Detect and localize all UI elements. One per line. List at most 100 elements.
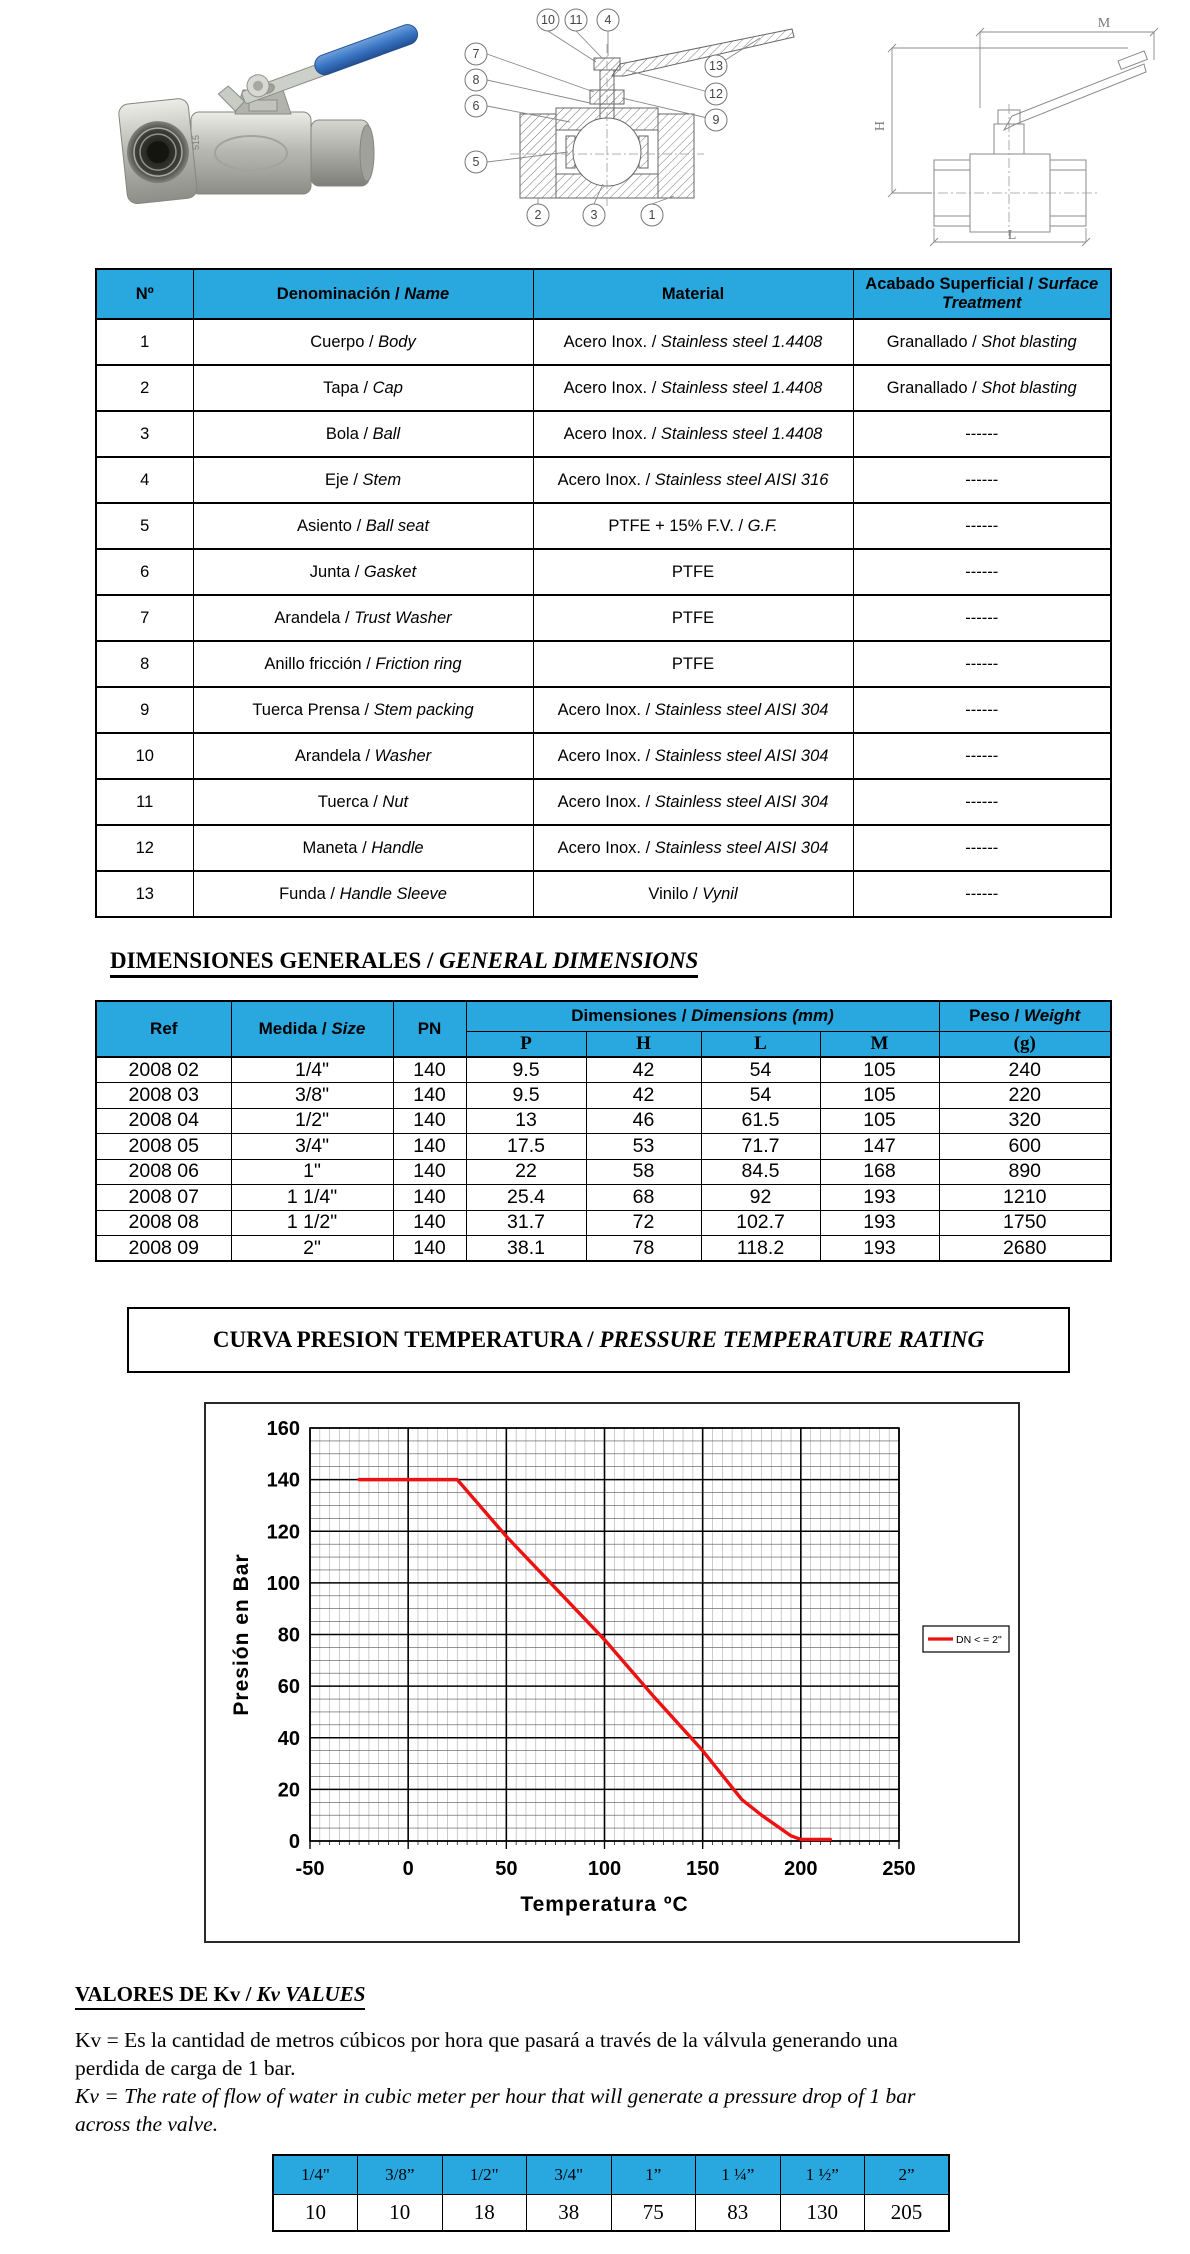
weight-cell: 220 bbox=[938, 1082, 1112, 1109]
table-row: 3 Bola / Ball Acero Inox. / Stainless st… bbox=[95, 410, 1112, 458]
col-header-num: Nº bbox=[95, 268, 194, 320]
callout-1: 1 bbox=[649, 208, 656, 222]
kv-value-cell: 205 bbox=[864, 2193, 950, 2232]
x-tick-label: 250 bbox=[882, 1858, 915, 1880]
x-tick-label: 100 bbox=[588, 1858, 621, 1880]
table-row: 2008 04 1/2" 140 13 46 61.5 105 320 bbox=[95, 1107, 1112, 1134]
part-number: 7 bbox=[95, 594, 194, 642]
weight-cell: 2680 bbox=[938, 1235, 1112, 1262]
kv-size-header: 2” bbox=[864, 2154, 950, 2195]
kv-size-header: 1/2" bbox=[441, 2154, 527, 2195]
y-tick-label: 60 bbox=[278, 1676, 300, 1698]
part-material: Vinilo / Vynil bbox=[532, 870, 854, 918]
kv-description: Kv = Es la cantidad de metros cúbicos po… bbox=[75, 2026, 1135, 2138]
dims-header-row-2: P H L M (g) bbox=[96, 1030, 1112, 1058]
ref-cell: 2008 08 bbox=[95, 1209, 232, 1236]
h-cell: 46 bbox=[585, 1107, 702, 1134]
size-cell: 1/4" bbox=[230, 1056, 394, 1083]
callout-2: 2 bbox=[535, 208, 542, 222]
kv-values-heading: VALORES DE Kv / Kv VALUES bbox=[75, 1982, 366, 2010]
p-cell: 17.5 bbox=[465, 1133, 587, 1160]
part-material: Acero Inox. / Stainless steel 1.4408 bbox=[532, 410, 854, 458]
dim-label-m: M bbox=[1098, 16, 1111, 31]
x-tick-label: 150 bbox=[686, 1858, 719, 1880]
table-row: 2008 08 1 1/2" 140 31.7 72 102.7 193 175… bbox=[95, 1209, 1112, 1236]
callout-13: 13 bbox=[709, 59, 723, 73]
table-row: 4 Eje / Stem Acero Inox. / Stainless ste… bbox=[95, 456, 1112, 504]
table-row: 2008 09 2" 140 38.1 78 118.2 193 2680 bbox=[95, 1235, 1112, 1262]
m-cell: 105 bbox=[819, 1082, 940, 1109]
part-material: Acero Inox. / Stainless steel AISI 304 bbox=[532, 686, 854, 734]
l-cell: 102.7 bbox=[700, 1209, 821, 1236]
y-tick-label: 160 bbox=[267, 1418, 300, 1440]
part-number: 11 bbox=[95, 778, 194, 826]
kv-value-cell: 75 bbox=[610, 2193, 696, 2232]
ref-cell: 2008 02 bbox=[95, 1056, 232, 1083]
part-name: Eje / Stem bbox=[192, 456, 534, 504]
parts-header-row: Nº Denominación / Name Material Acabado … bbox=[95, 268, 1112, 320]
kv-values-row: 10 10 18 38 75 83 130 205 bbox=[272, 2193, 950, 2232]
chart-title: CURVA PRESION TEMPERATURA / PRESSURE TEM… bbox=[212, 1327, 985, 1352]
ref-cell: 2008 03 bbox=[95, 1082, 232, 1109]
pn-cell: 140 bbox=[392, 1056, 467, 1083]
table-row: 2008 05 3/4" 140 17.5 53 71.7 147 600 bbox=[95, 1133, 1112, 1160]
dimensions-heading: DIMENSIONES GENERALES / GENERAL DIMENSIO… bbox=[110, 948, 699, 978]
x-tick-label: 200 bbox=[784, 1858, 817, 1880]
ref-cell: 2008 05 bbox=[95, 1133, 232, 1160]
part-name: Cuerpo / Body bbox=[192, 318, 534, 366]
kv-size-header: 1 ½” bbox=[779, 2154, 865, 2195]
y-tick-label: 80 bbox=[278, 1625, 300, 1647]
part-name: Bola / Ball bbox=[192, 410, 534, 458]
y-tick-label: 40 bbox=[278, 1728, 300, 1750]
p-cell: 9.5 bbox=[465, 1082, 587, 1109]
dimensions-table: Ref Medida / Size PN Dimensiones / Dimen… bbox=[95, 1000, 1112, 1262]
part-name: Anillo fricción / Friction ring bbox=[192, 640, 534, 688]
kv-value-cell: 18 bbox=[441, 2193, 527, 2232]
col-header-size: Medida / Size bbox=[230, 1000, 394, 1058]
callout-6: 6 bbox=[473, 99, 480, 113]
part-number: 6 bbox=[95, 548, 194, 596]
chart-title-box: CURVA PRESION TEMPERATURA / PRESSURE TEM… bbox=[127, 1307, 1070, 1373]
col-header-weight-unit: (g) bbox=[938, 1030, 1112, 1058]
pressure-temperature-curve bbox=[357, 1477, 832, 1842]
y-tick-label: 0 bbox=[289, 1831, 300, 1853]
dim-label-l: L bbox=[1008, 228, 1017, 243]
kv-value-cell: 10 bbox=[272, 2193, 358, 2232]
kv-value-cell: 10 bbox=[357, 2193, 443, 2232]
weight-cell: 320 bbox=[938, 1107, 1112, 1134]
h-cell: 42 bbox=[585, 1056, 702, 1083]
h-cell: 53 bbox=[585, 1133, 702, 1160]
h-cell: 68 bbox=[585, 1184, 702, 1211]
kv-value-cell: 130 bbox=[779, 2193, 865, 2232]
pressure-temperature-chart: -50 0 50 100 150 200 250 0 20 40 60 80 100 120 140 160 T… bbox=[204, 1402, 1020, 1943]
part-number: 9 bbox=[95, 686, 194, 734]
y-tick-label: 120 bbox=[267, 1521, 300, 1543]
h-cell: 58 bbox=[585, 1158, 702, 1185]
valve-body: 515 bbox=[118, 89, 375, 205]
table-row: 9 Tuerca Prensa / Stem packing Acero Ino… bbox=[95, 686, 1112, 734]
m-cell: 105 bbox=[819, 1056, 940, 1083]
part-number: 10 bbox=[95, 732, 194, 780]
m-cell: 168 bbox=[819, 1158, 940, 1185]
pn-cell: 140 bbox=[392, 1184, 467, 1211]
callout-5: 5 bbox=[473, 155, 480, 169]
legend-label: DN < = 2" bbox=[956, 1634, 1002, 1646]
part-number: 5 bbox=[95, 502, 194, 550]
part-material: Acero Inox. / Stainless steel 1.4408 bbox=[532, 364, 854, 412]
x-tick-label: 50 bbox=[495, 1858, 517, 1880]
part-number: 1 bbox=[95, 318, 194, 366]
callout-11: 11 bbox=[570, 13, 583, 27]
col-header-pn: PN bbox=[392, 1000, 467, 1058]
size-cell: 3/4" bbox=[230, 1133, 394, 1160]
l-cell: 54 bbox=[700, 1056, 821, 1083]
table-row: 2008 07 1 1/4" 140 25.4 68 92 193 1210 bbox=[95, 1184, 1112, 1211]
size-cell: 1" bbox=[230, 1158, 394, 1185]
kv-size-header: 3/4" bbox=[526, 2154, 612, 2195]
m-cell: 105 bbox=[819, 1107, 940, 1134]
m-cell: 193 bbox=[819, 1184, 940, 1211]
m-cell: 193 bbox=[819, 1235, 940, 1262]
dimension-lines bbox=[887, 27, 1159, 247]
h-cell: 42 bbox=[585, 1082, 702, 1109]
m-cell: 147 bbox=[819, 1133, 940, 1160]
